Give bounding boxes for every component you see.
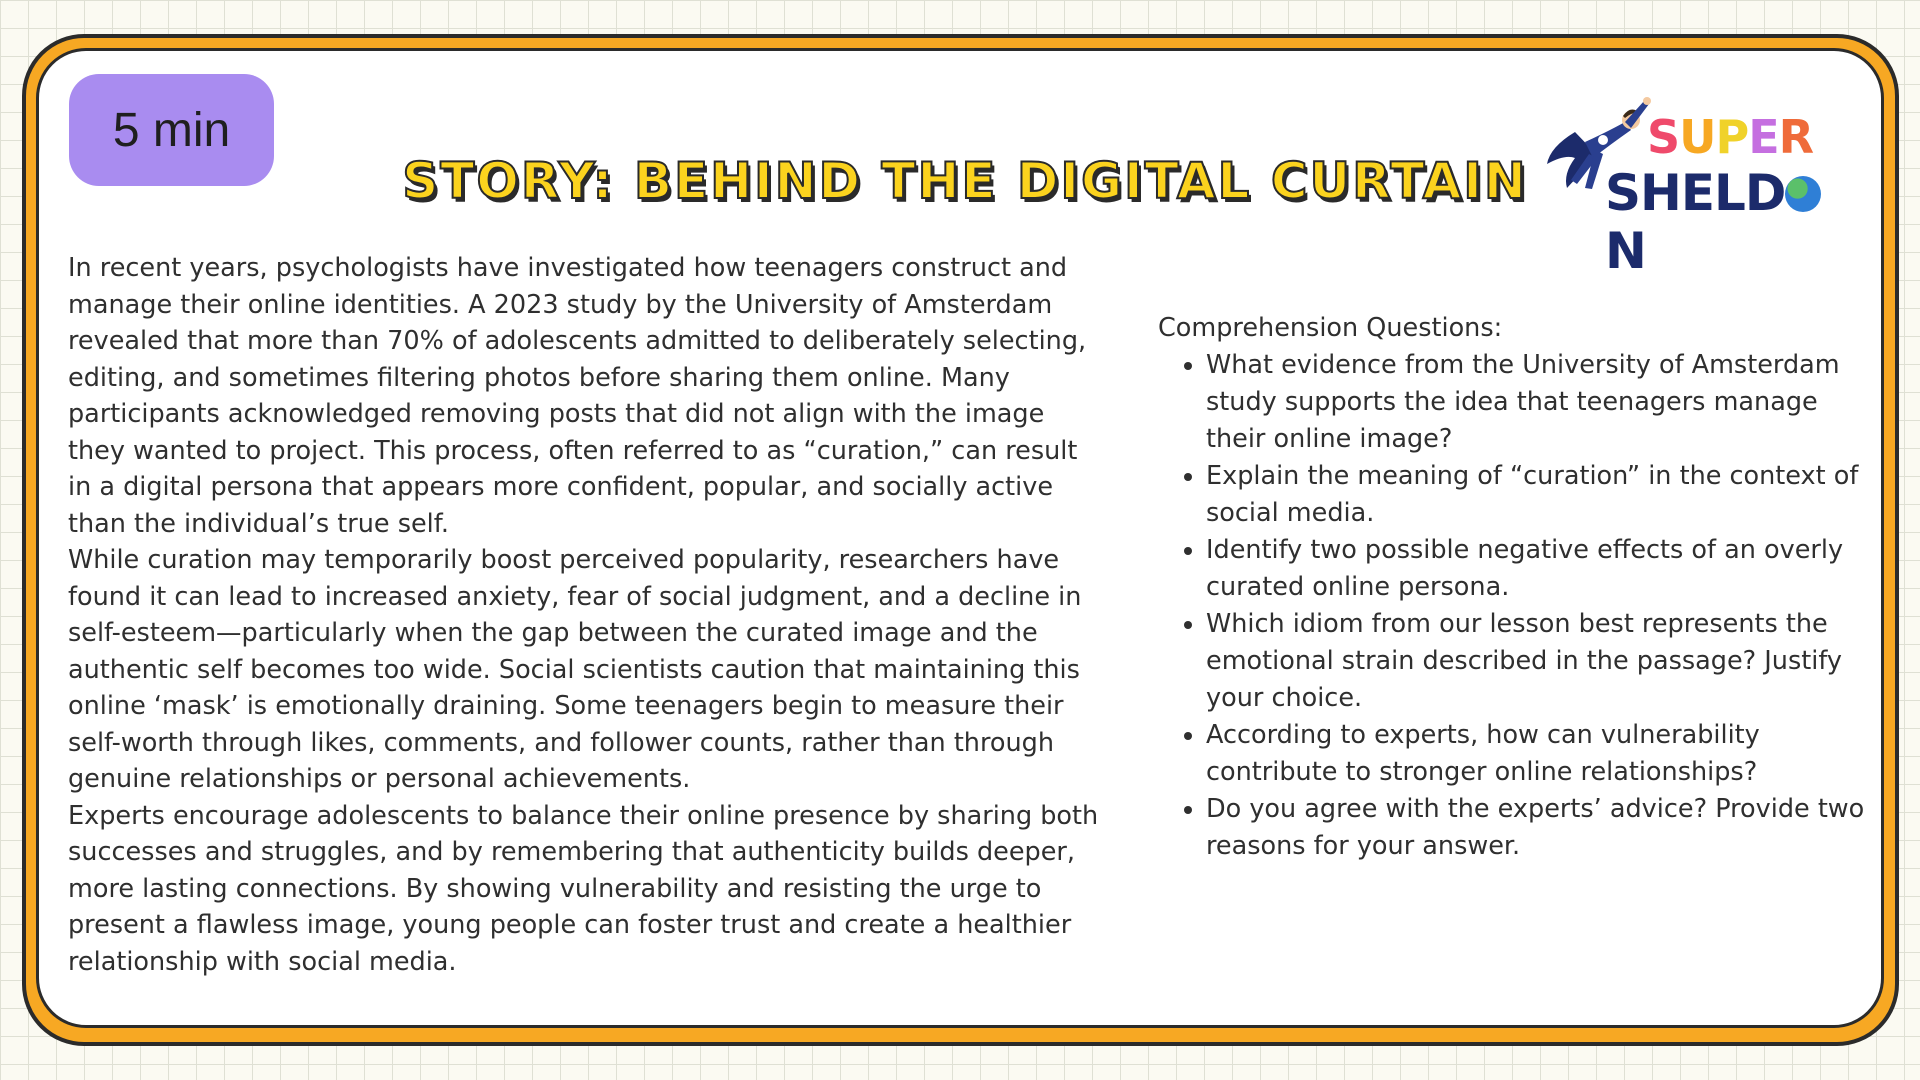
flying-hero-icon bbox=[1547, 97, 1651, 189]
story-text: In recent years, psychologists have inve… bbox=[68, 250, 1103, 980]
logo-super-text: SUPER bbox=[1647, 110, 1814, 164]
story-paragraph-3: Experts encourage adolescents to balance… bbox=[68, 800, 1099, 977]
page-title: STORY: BEHIND THE DIGITAL CURTAIN bbox=[401, 151, 1528, 211]
question-item: Explain the meaning of “curation” in the… bbox=[1206, 458, 1878, 532]
question-item: According to experts, how can vulnerabil… bbox=[1206, 717, 1878, 791]
time-badge-label: 5 min bbox=[112, 103, 231, 157]
questions-list: What evidence from the University of Ams… bbox=[1206, 347, 1878, 865]
story-paragraph-1: In recent years, psychologists have inve… bbox=[68, 253, 1087, 539]
super-sheldon-logo: SUPER SHELDN bbox=[1545, 92, 1845, 280]
story-paragraph-2: While curation may temporarily boost per… bbox=[68, 545, 1082, 794]
time-badge: 5 min bbox=[69, 74, 274, 186]
comprehension-questions: Comprehension Questions: What evidence f… bbox=[1158, 310, 1878, 865]
questions-heading: Comprehension Questions: bbox=[1158, 313, 1503, 343]
question-item: Which idiom from our lesson best represe… bbox=[1206, 606, 1878, 717]
logo-sheldon-text: SHELDN bbox=[1605, 164, 1845, 280]
content-card bbox=[36, 48, 1884, 1028]
question-item: What evidence from the University of Ams… bbox=[1206, 347, 1878, 458]
question-item: Do you agree with the experts’ advice? P… bbox=[1206, 791, 1878, 865]
question-item: Identify two possible negative effects o… bbox=[1206, 532, 1878, 606]
